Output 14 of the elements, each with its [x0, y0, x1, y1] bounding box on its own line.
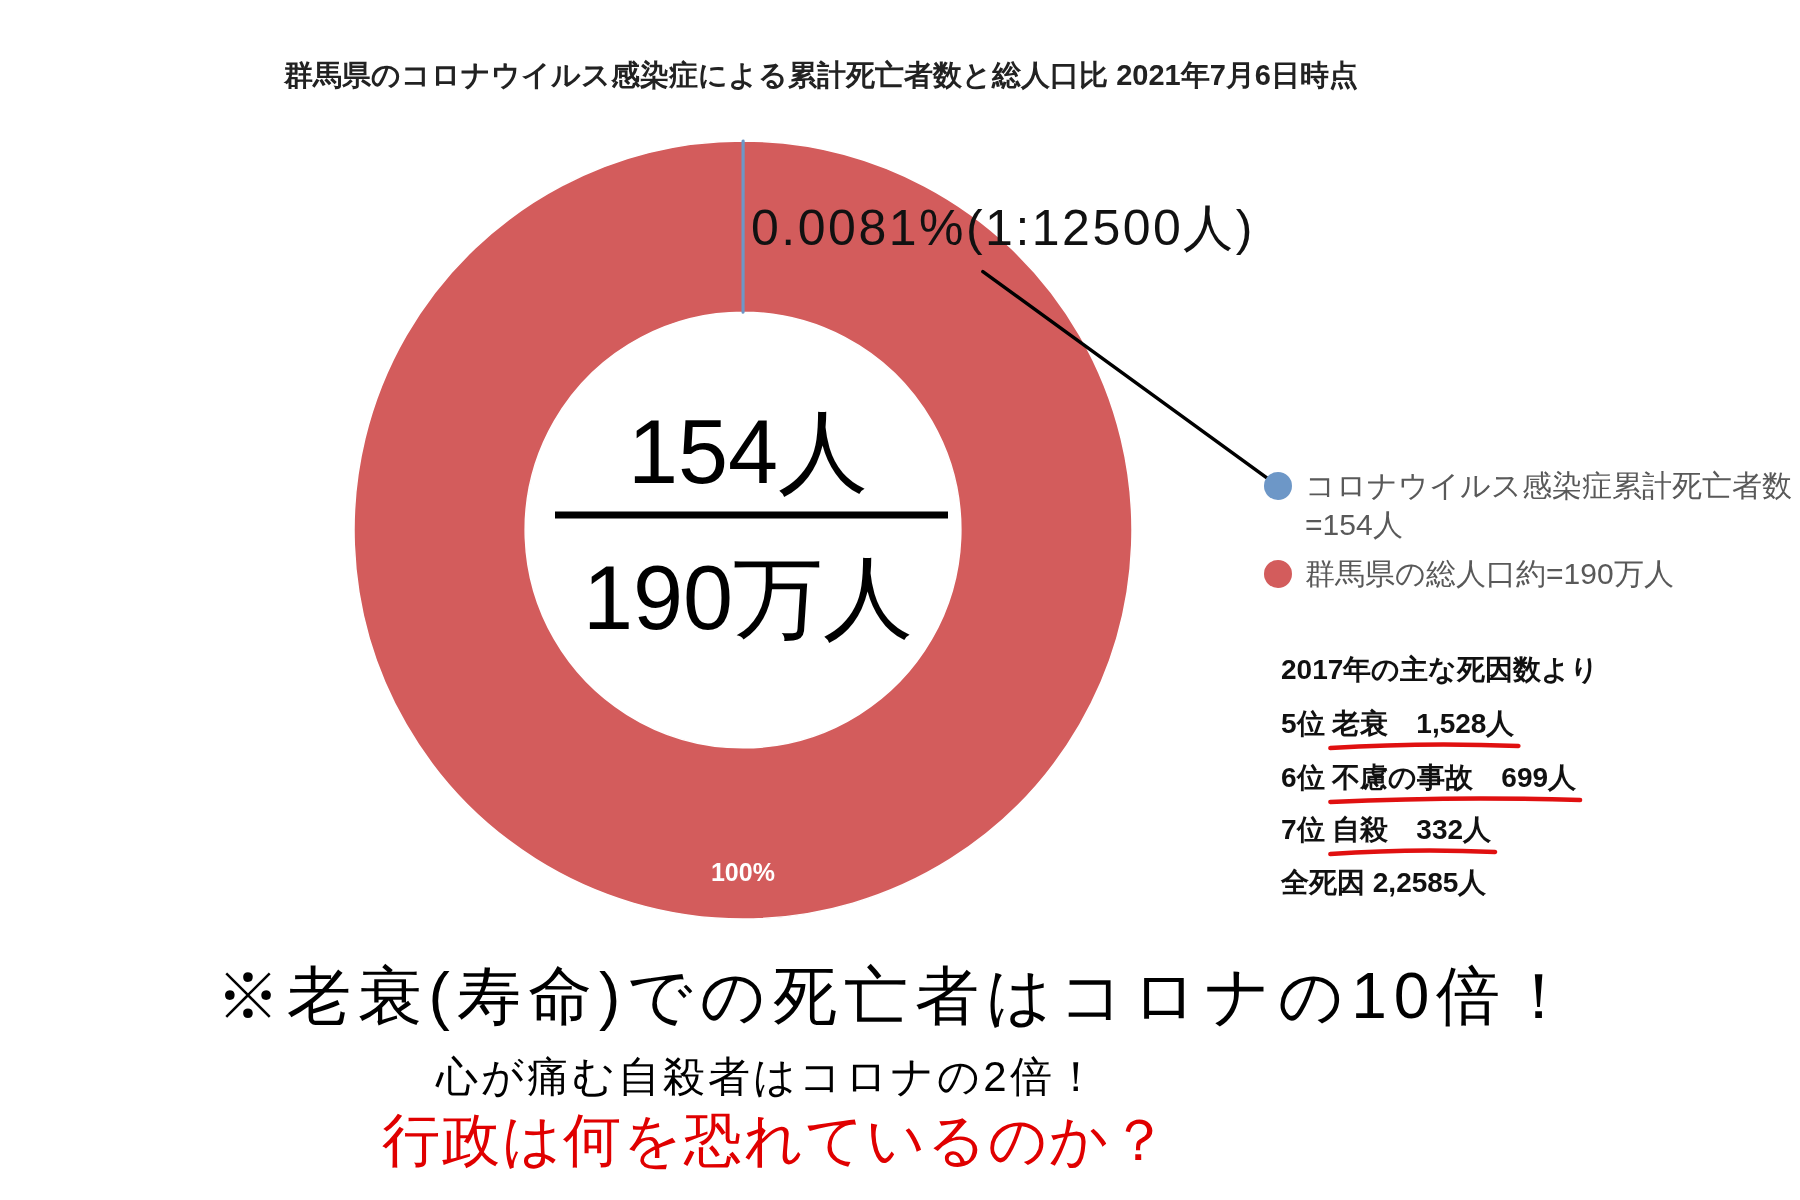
text: 心が痛む自殺者はコロナの2倍！	[435, 1053, 1100, 1100]
text: 行政は何を恐れているのか？	[382, 1107, 1170, 1172]
text: 5位 老衰 1,528人	[1281, 708, 1516, 739]
text: 6位 不慮の事故 699人	[1281, 762, 1578, 793]
text: 全死因 2,2585人	[1280, 867, 1488, 898]
text: 2017年の主な死因数より	[1281, 654, 1600, 685]
text: 7位 自殺 332人	[1281, 814, 1493, 845]
chart-title: 群馬県のコロナウイルス感染症による累計死亡者数と総人口比 2021年7月6日時点	[283, 59, 1358, 91]
text: 154人	[627, 402, 869, 502]
legend-label: コロナウイルス感染症累計死亡者数=154人	[1305, 469, 1792, 541]
data-label: 100%	[710, 858, 775, 887]
legend-label: 群馬県の総人口約=190万人	[1305, 557, 1674, 590]
text: 190万人	[582, 548, 914, 648]
text: ※老衰(寿命)での死亡者はコロナの10倍！	[215, 960, 1579, 1032]
